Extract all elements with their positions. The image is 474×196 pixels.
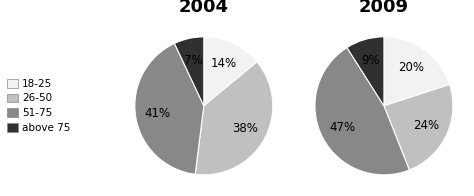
Text: 41%: 41% (145, 107, 171, 120)
Text: 24%: 24% (413, 119, 439, 132)
Text: 9%: 9% (362, 54, 380, 67)
Wedge shape (384, 37, 449, 106)
Title: 2004: 2004 (179, 0, 229, 16)
Wedge shape (315, 48, 410, 175)
Wedge shape (135, 44, 204, 174)
Text: 14%: 14% (211, 57, 237, 70)
Text: 47%: 47% (329, 121, 355, 134)
Wedge shape (347, 37, 384, 106)
Legend: 18-25, 26-50, 51-75, above 75: 18-25, 26-50, 51-75, above 75 (5, 77, 73, 135)
Wedge shape (195, 62, 273, 175)
Text: 20%: 20% (399, 61, 425, 74)
Wedge shape (174, 37, 204, 106)
Wedge shape (384, 84, 453, 170)
Text: 7%: 7% (184, 54, 203, 67)
Wedge shape (204, 37, 257, 106)
Text: 38%: 38% (232, 122, 258, 135)
Title: 2009: 2009 (359, 0, 409, 16)
